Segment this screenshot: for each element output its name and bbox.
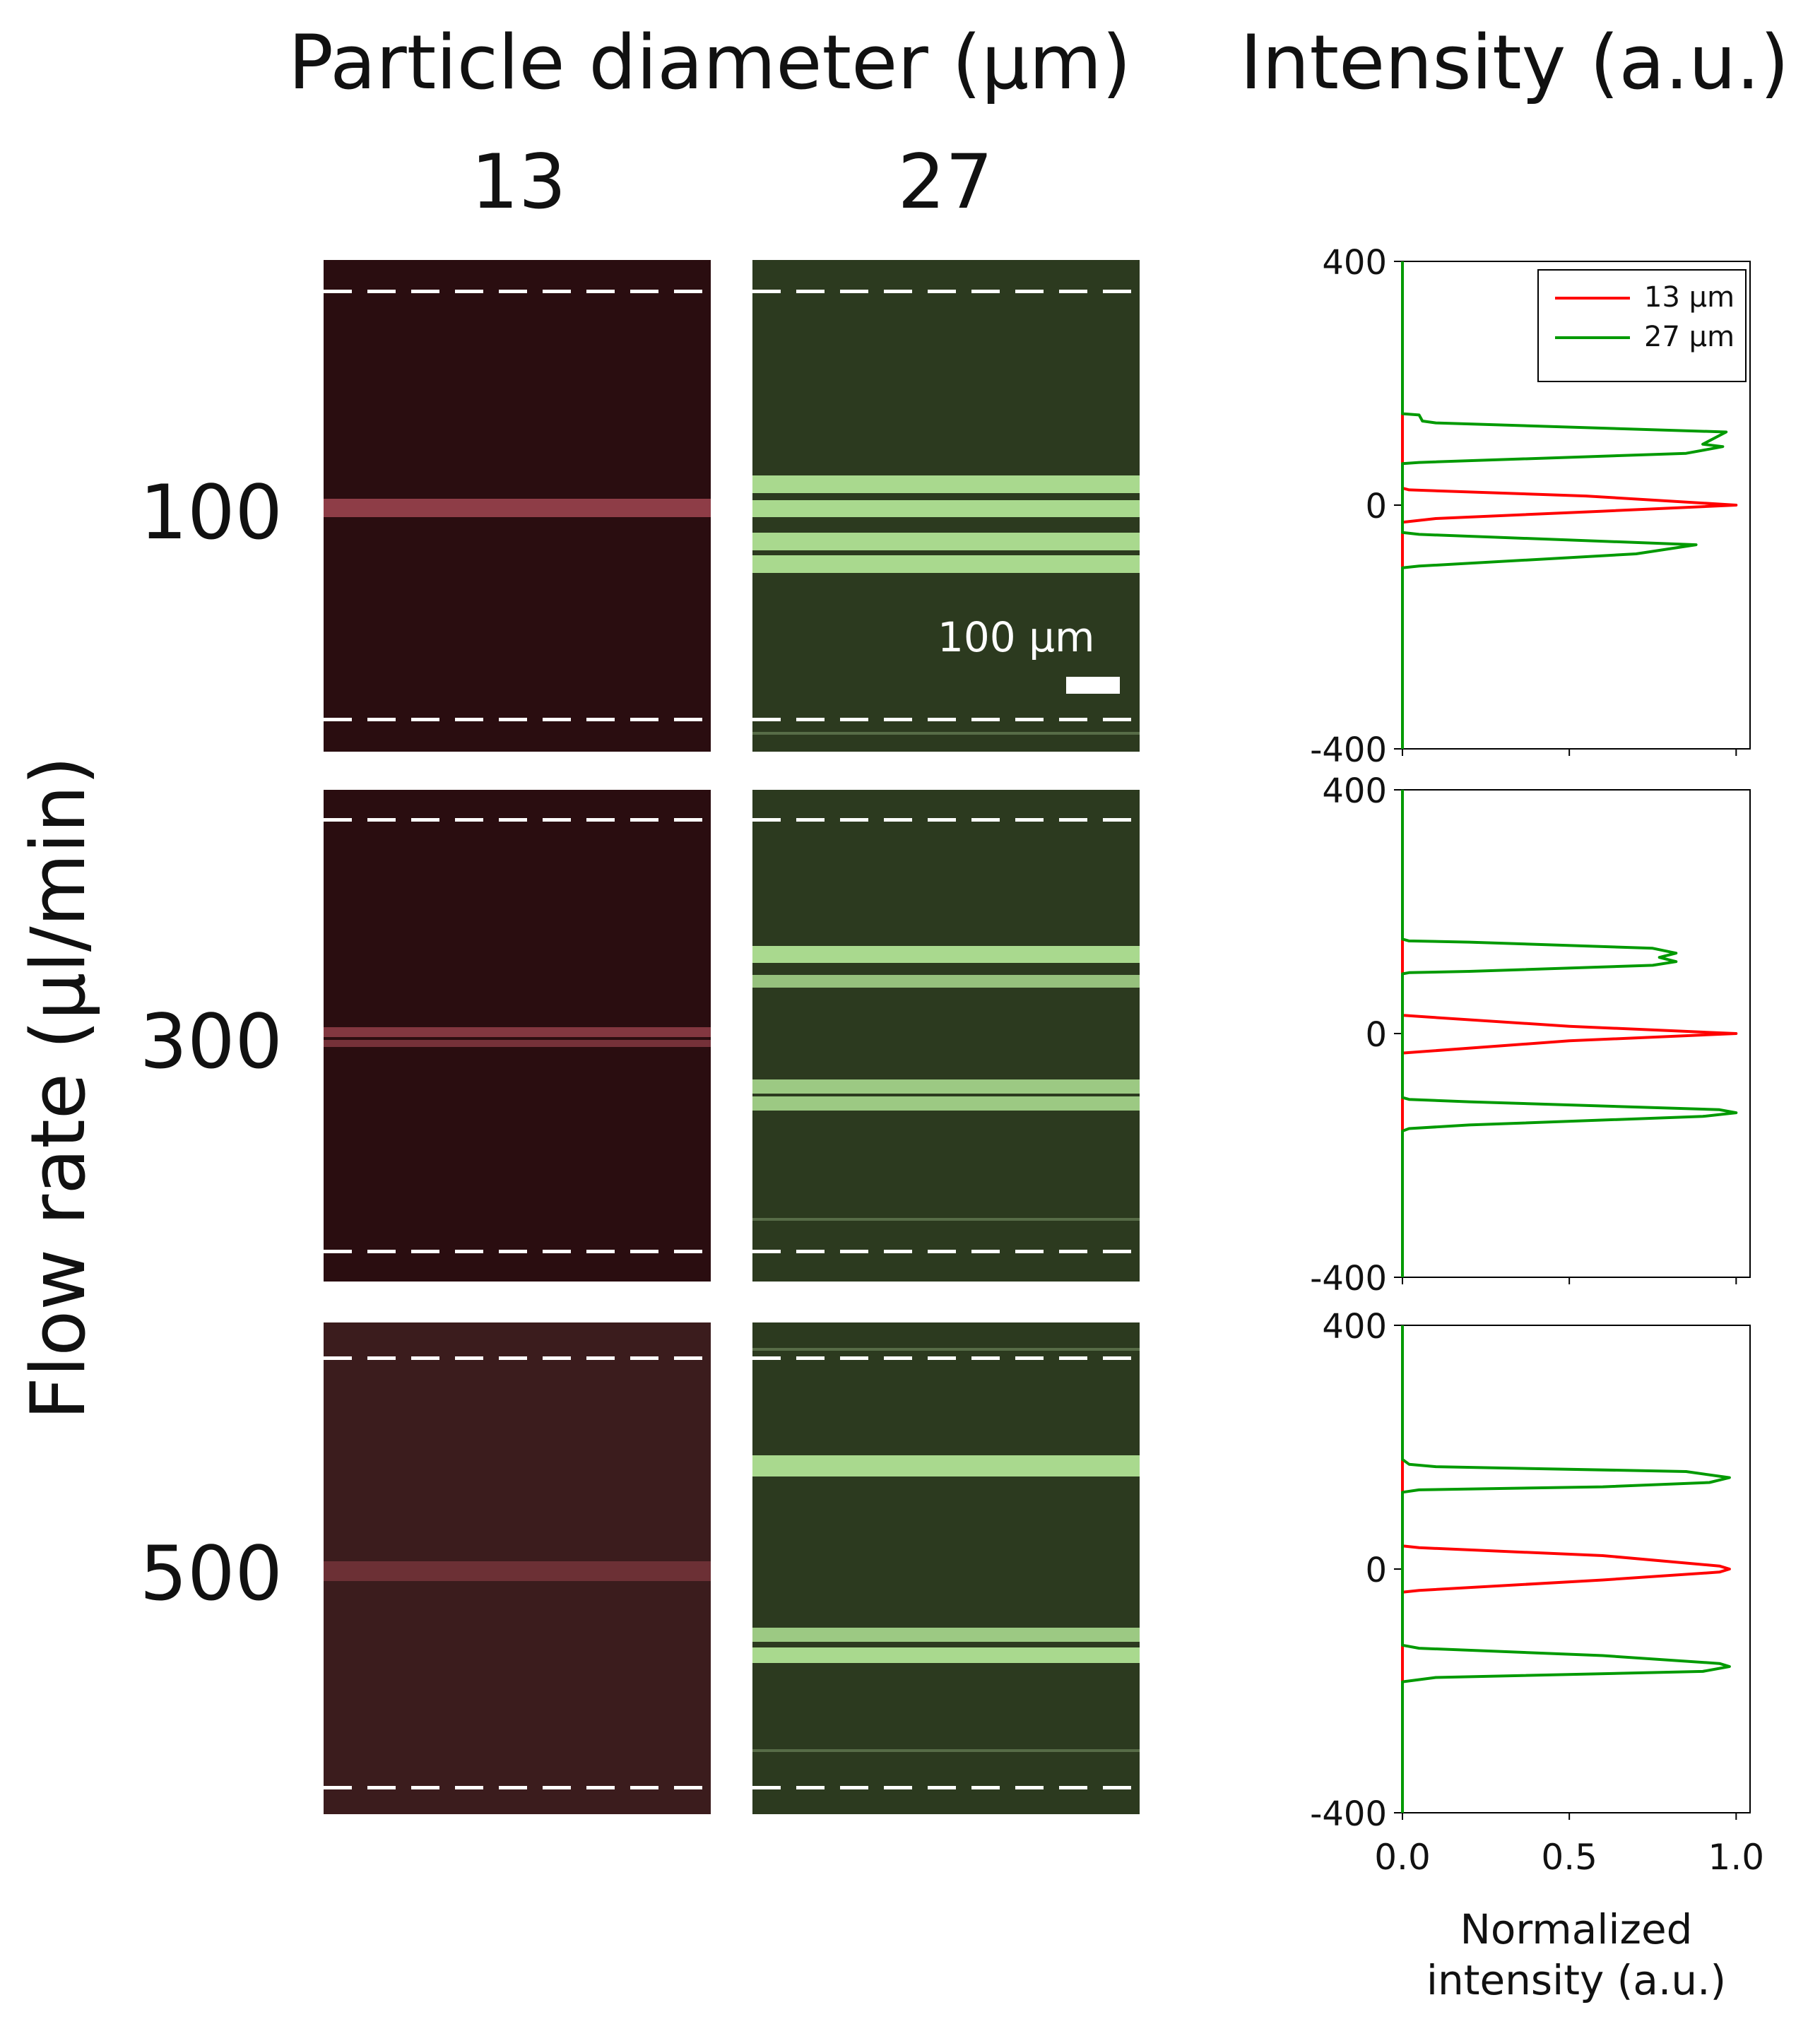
micrograph-13um-500 (324, 1322, 711, 1814)
y-tick-label: 0 (1365, 487, 1387, 526)
row-label-300: 300 (139, 998, 283, 1085)
series-line-27-μm (1401, 790, 1738, 1277)
micrograph-27um-500 (752, 1322, 1140, 1814)
particle-diameter-title: Particle diameter (μm) (288, 19, 1131, 106)
intensity-title: Intensity (a.u.) (1240, 19, 1790, 106)
intensity-chart-100: 400 0 -400 13 μm 27 μm (1310, 243, 1751, 770)
x-axis-label: intensity (a.u.) (1426, 1956, 1726, 2004)
micrograph-13um-100 (324, 260, 711, 752)
series-line-27-μm (1401, 261, 1728, 749)
x-tick-label: 1.0 (1708, 1837, 1765, 1878)
x-tick-label: 0.5 (1541, 1837, 1597, 1878)
series-line-13-μm (1401, 1325, 1731, 1813)
y-tick-label: 400 (1322, 771, 1387, 811)
chart-frame (1402, 789, 1751, 1278)
scale-bar-label: 100 μm (938, 613, 1095, 661)
x-tick-label: 0.0 (1374, 1837, 1431, 1878)
y-tick-label: -400 (1310, 1794, 1387, 1834)
y-tick-label: 0 (1365, 1015, 1387, 1055)
y-tick-label: 400 (1322, 1307, 1387, 1347)
row-label-500: 500 (139, 1530, 283, 1617)
y-tick-label: -400 (1310, 1259, 1387, 1298)
chart-frame (1402, 1325, 1751, 1813)
y-tick-label: 0 (1365, 1551, 1387, 1590)
x-axis-label: Normalized (1460, 1905, 1693, 1953)
micrograph-27um-300 (752, 790, 1140, 1282)
y-tick-label: 400 (1322, 243, 1387, 283)
series-line-13-μm (1401, 261, 1738, 749)
legend-box (1537, 269, 1747, 382)
series-line-27-μm (1401, 1325, 1731, 1813)
scale-bar (1066, 677, 1120, 694)
intensity-chart-300: 400 0 -400 (1310, 771, 1751, 1298)
y-tick-label: -400 (1310, 730, 1387, 770)
micrograph-27um-100: 100 μm (752, 260, 1140, 752)
column-label-27: 27 (897, 138, 993, 225)
row-label-100: 100 (139, 469, 283, 556)
micrograph-13um-300 (324, 790, 711, 1282)
legend-label: 27 μm (1644, 321, 1735, 353)
series-line-13-μm (1401, 790, 1738, 1277)
legend-label: 13 μm (1644, 281, 1735, 314)
column-label-13: 13 (471, 138, 567, 225)
